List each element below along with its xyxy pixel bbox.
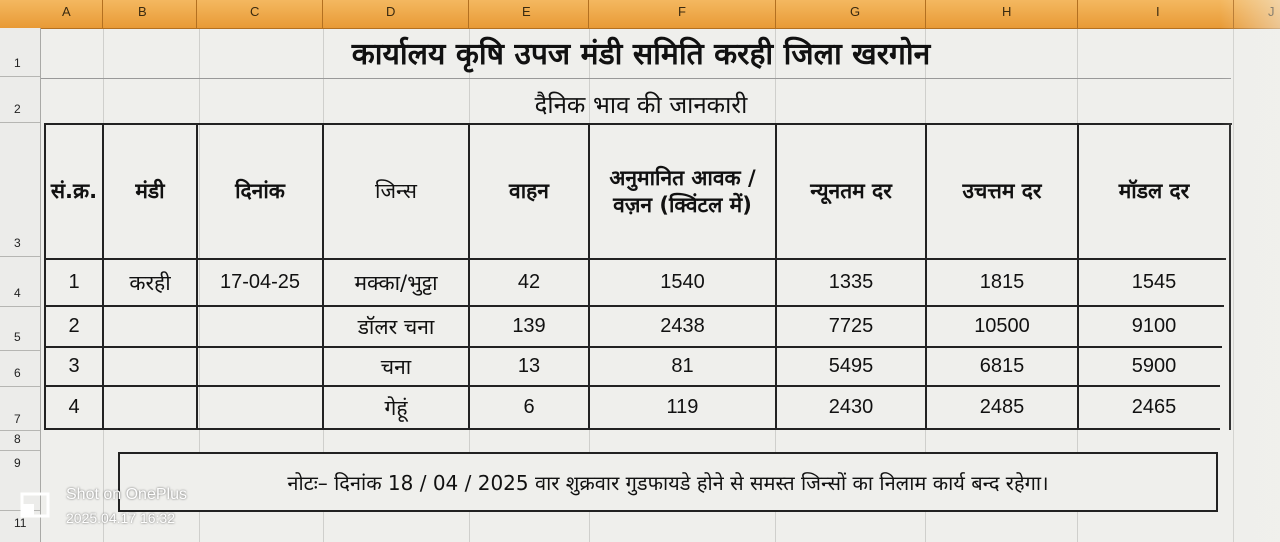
- daily-rates-subtitle: दैनिक भाव की जानकारी: [534, 91, 748, 119]
- cell-date[interactable]: [198, 307, 322, 346]
- cell-min-rate[interactable]: 2430: [828, 396, 874, 418]
- cell-commodity[interactable]: डॉलर चना: [357, 314, 435, 339]
- cell-mandi[interactable]: [104, 307, 196, 346]
- cell-max-rate[interactable]: 6815: [979, 355, 1025, 377]
- header-maximum-rate[interactable]: उचत्तम दर: [962, 179, 1042, 204]
- cell-date[interactable]: 17-04-25: [219, 271, 301, 293]
- cell-serial-number[interactable]: 2: [68, 315, 80, 337]
- cell-serial-number[interactable]: 1: [68, 271, 80, 293]
- row-number-8[interactable]: 8: [14, 432, 21, 446]
- cell-mandi[interactable]: [104, 387, 196, 428]
- cell-vehicle[interactable]: 42: [517, 271, 541, 293]
- cell-arrival[interactable]: 1540: [660, 271, 705, 293]
- oneplus-logo-icon: [20, 492, 50, 518]
- cell-arrival[interactable]: 81: [671, 355, 694, 377]
- column-letter-a[interactable]: A: [62, 4, 71, 19]
- row-number-6[interactable]: 6: [14, 366, 21, 380]
- column-letter-f[interactable]: F: [678, 4, 686, 19]
- cell-commodity[interactable]: गेहूं: [384, 395, 408, 420]
- column-header-bar: A B C D E F G H I J: [0, 0, 1280, 29]
- cell-arrival[interactable]: 2438: [660, 315, 705, 337]
- cell-min-rate[interactable]: 1335: [828, 271, 874, 293]
- header-minimum-rate[interactable]: न्यूनतम दर: [810, 179, 892, 204]
- row-number-3[interactable]: 3: [14, 236, 21, 250]
- cell-min-rate[interactable]: 7725: [828, 315, 874, 337]
- header-date[interactable]: दिनांक: [235, 179, 285, 204]
- row-number-11[interactable]: 11: [14, 516, 27, 530]
- row-header-strip: 1 2 3 4 5 6 7 8 9 11: [0, 28, 41, 542]
- cell-commodity[interactable]: चना: [380, 354, 412, 379]
- cell-mandi[interactable]: [104, 348, 196, 385]
- cell-min-rate[interactable]: 5495: [828, 355, 874, 377]
- row-number-9[interactable]: 9: [14, 456, 21, 470]
- watermark-timestamp: 2025.04.17 16:32: [66, 510, 175, 526]
- row-number-2[interactable]: 2: [14, 102, 21, 116]
- header-commodity[interactable]: जिन्स: [375, 179, 417, 204]
- cell-vehicle[interactable]: 13: [517, 355, 541, 377]
- cell-vehicle[interactable]: 139: [512, 315, 546, 337]
- cell-date[interactable]: [198, 387, 322, 428]
- cell-modal-rate[interactable]: 9100: [1131, 315, 1177, 337]
- cell-vehicle[interactable]: 6: [523, 396, 535, 418]
- cell-serial-number[interactable]: 4: [68, 396, 80, 418]
- column-letter-i[interactable]: I: [1156, 4, 1160, 19]
- row-number-5[interactable]: 5: [14, 330, 21, 344]
- lighting-shade: [1220, 0, 1280, 542]
- column-letter-e[interactable]: E: [522, 4, 531, 19]
- row-number-1[interactable]: 1: [14, 56, 21, 70]
- row-number-4[interactable]: 4: [14, 286, 21, 300]
- column-letter-c[interactable]: C: [250, 4, 260, 19]
- cell-modal-rate[interactable]: 2465: [1131, 396, 1177, 418]
- cell-modal-rate[interactable]: 1545: [1131, 271, 1177, 293]
- cell-arrival[interactable]: 119: [666, 396, 699, 418]
- cell-max-rate[interactable]: 1815: [979, 271, 1025, 293]
- holiday-note[interactable]: नोटः– दिनांक 18 / 04 / 2025 वार शुक्रवार…: [118, 452, 1218, 512]
- cell-date[interactable]: [198, 348, 322, 385]
- cell-serial-number[interactable]: 3: [68, 355, 80, 377]
- header-vehicle[interactable]: वाहन: [509, 179, 549, 204]
- row-number-7[interactable]: 7: [14, 412, 21, 426]
- cell-max-rate[interactable]: 2485: [979, 396, 1025, 418]
- column-letter-g[interactable]: G: [850, 4, 861, 19]
- cell-modal-rate[interactable]: 5900: [1131, 355, 1177, 377]
- cell-commodity[interactable]: मक्का/भुट्टा: [354, 270, 438, 295]
- header-mandi[interactable]: मंडी: [135, 179, 165, 204]
- office-title: कार्यालय कृषि उपज मंडी समिति करही जिला ख…: [351, 37, 931, 72]
- column-letter-d[interactable]: D: [386, 4, 396, 19]
- cell-mandi[interactable]: करही: [129, 270, 171, 295]
- column-letter-b[interactable]: B: [138, 4, 147, 19]
- watermark-device: Shot on OnePlus: [66, 486, 187, 503]
- column-letter-h[interactable]: H: [1002, 4, 1012, 19]
- header-serial-number[interactable]: सं.क्र.: [50, 179, 98, 204]
- header-modal-rate[interactable]: मॉडल दर: [1118, 179, 1190, 204]
- header-estimated-arrival[interactable]: अनुमानित आवक / वज़न (क्विंटल में): [609, 166, 756, 217]
- cell-max-rate[interactable]: 10500: [974, 315, 1030, 337]
